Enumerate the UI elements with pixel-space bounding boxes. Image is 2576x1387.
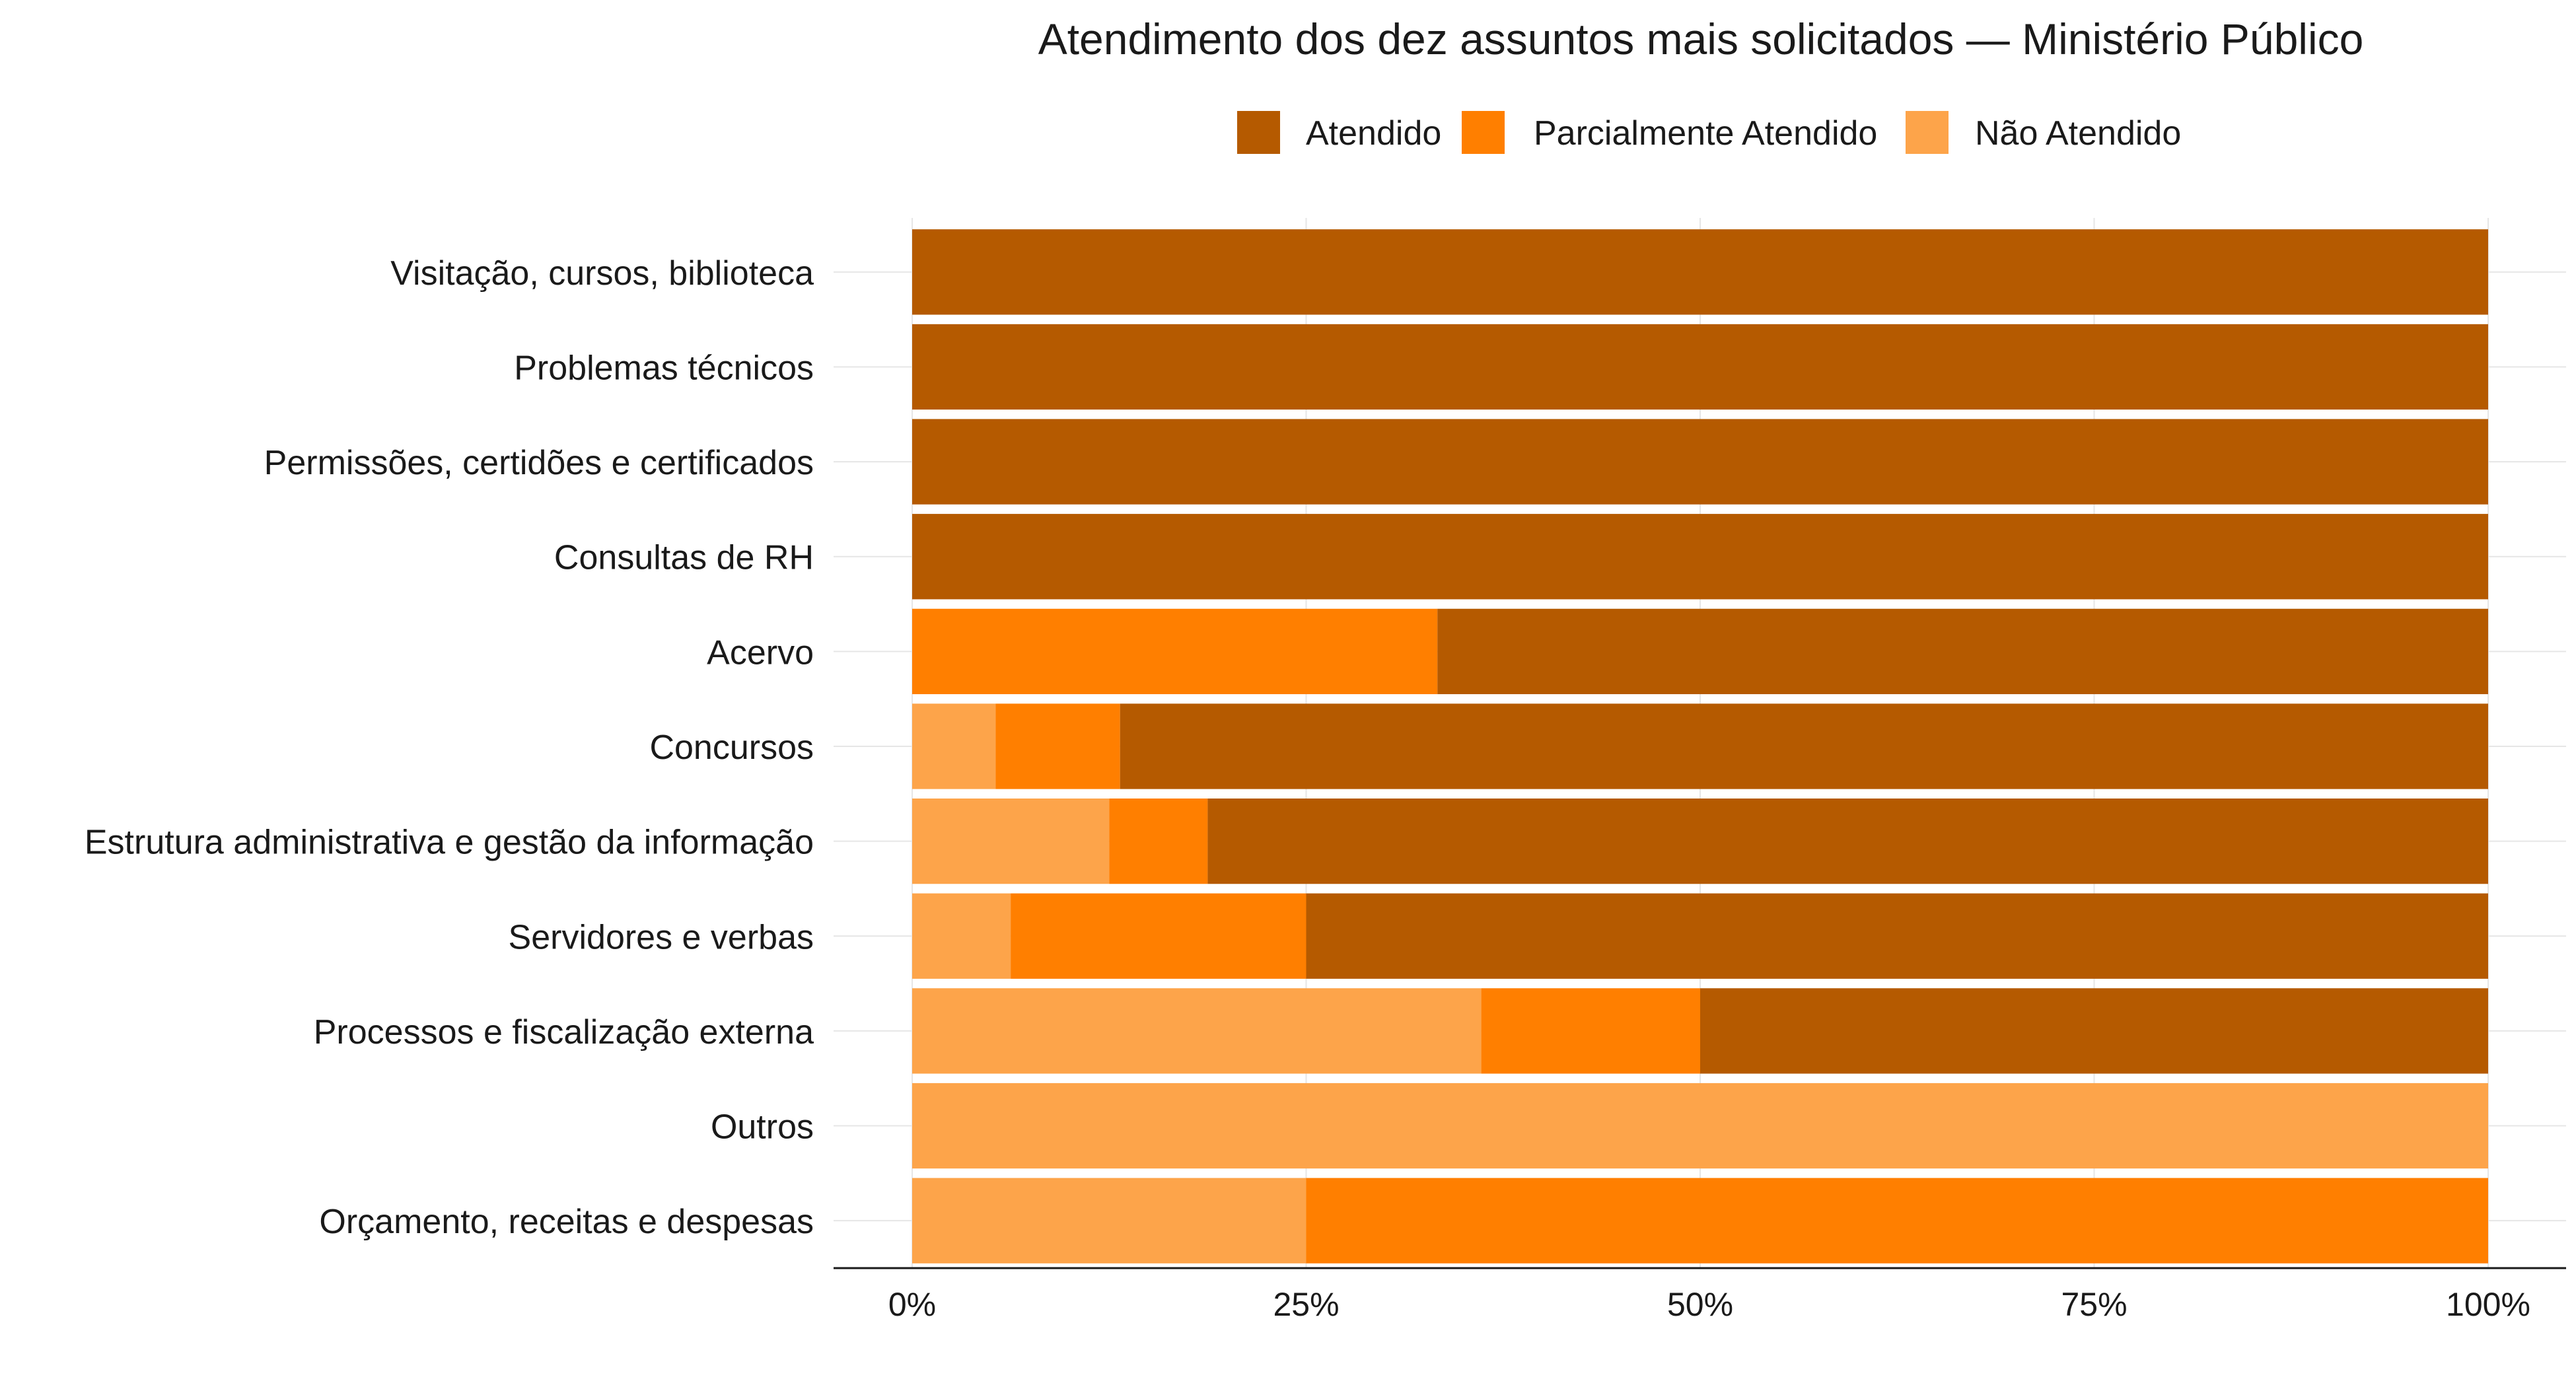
- legend-swatch: [1237, 111, 1280, 154]
- y-tick-label: Concursos: [649, 729, 814, 767]
- bar-segment-parcialmente-atendido: [912, 608, 1438, 694]
- bar-segment-parcialmente-atendido: [1481, 988, 1700, 1074]
- bar-segment-atendido: [1437, 608, 2488, 694]
- bar-segment-atendido: [1306, 893, 2488, 979]
- bar-segment-nao-atendido: [912, 1178, 1306, 1263]
- legend-item-atendido: Atendido: [1237, 111, 1441, 154]
- y-tick-label: Acervo: [707, 633, 814, 672]
- legend-label: Parcialmente Atendido: [1534, 114, 1877, 153]
- bar-segment-parcialmente-atendido: [1011, 893, 1306, 979]
- bar-segment-nao-atendido: [912, 1083, 2488, 1169]
- bar-segment-parcialmente-atendido: [1109, 799, 1208, 884]
- legend-label: Não Atendido: [1975, 114, 2181, 153]
- bar-segment-atendido: [912, 514, 2488, 600]
- legend-item-nao-atendido: Não Atendido: [1906, 111, 2181, 154]
- bar-segment-parcialmente-atendido: [995, 703, 1120, 789]
- bar-segment-atendido: [1207, 799, 2488, 884]
- y-tick-label: Consultas de RH: [554, 539, 814, 577]
- bar-segment-atendido: [912, 419, 2488, 505]
- x-tick-label: 75%: [2061, 1286, 2127, 1323]
- bar-segment-atendido: [1120, 703, 2488, 789]
- bar-segment-atendido: [912, 229, 2488, 315]
- y-tick-label: Estrutura administrativa e gestão da inf…: [85, 824, 814, 862]
- y-tick-label: Servidores e verbas: [509, 918, 814, 956]
- y-tick-label: Outros: [711, 1108, 814, 1147]
- y-tick-label: Processos e fiscalização externa: [314, 1013, 814, 1051]
- y-tick-label: Orçamento, receitas e despesas: [319, 1203, 814, 1241]
- legend-label: Atendido: [1306, 114, 1441, 153]
- bars: [912, 229, 2488, 1263]
- x-tick-label: 25%: [1273, 1286, 1339, 1323]
- bar-segment-nao-atendido: [912, 893, 1011, 979]
- y-tick-label: Problemas técnicos: [514, 349, 814, 387]
- legend-swatch: [1462, 111, 1505, 154]
- y-tick-label: Permissões, certidões e certificados: [264, 444, 814, 482]
- y-axis-labels: Visitação, cursos, biblioteca Problemas t…: [85, 254, 814, 1241]
- y-tick-label: Visitação, cursos, biblioteca: [390, 254, 814, 293]
- legend: Atendido Parcialmente Atendido Não Atendid…: [1237, 111, 2181, 154]
- bar-segment-atendido: [912, 324, 2488, 410]
- chart-title: Atendimento dos dez assuntos mais solici…: [1038, 15, 2364, 63]
- x-axis: 0% 25% 50% 75% 100%: [834, 1267, 2566, 1323]
- bar-segment-nao-atendido: [912, 703, 996, 789]
- bar-segment-nao-atendido: [912, 799, 1110, 884]
- x-tick-label: 50%: [1667, 1286, 1733, 1323]
- legend-item-parcialmente-atendido: Parcialmente Atendido: [1462, 111, 1877, 154]
- bar-segment-parcialmente-atendido: [1306, 1178, 2488, 1263]
- bar-segment-atendido: [1700, 988, 2488, 1074]
- legend-swatch: [1906, 111, 1949, 154]
- x-tick-label: 0%: [888, 1286, 936, 1323]
- x-tick-label: 100%: [2446, 1286, 2530, 1323]
- bar-segment-nao-atendido: [912, 988, 1482, 1074]
